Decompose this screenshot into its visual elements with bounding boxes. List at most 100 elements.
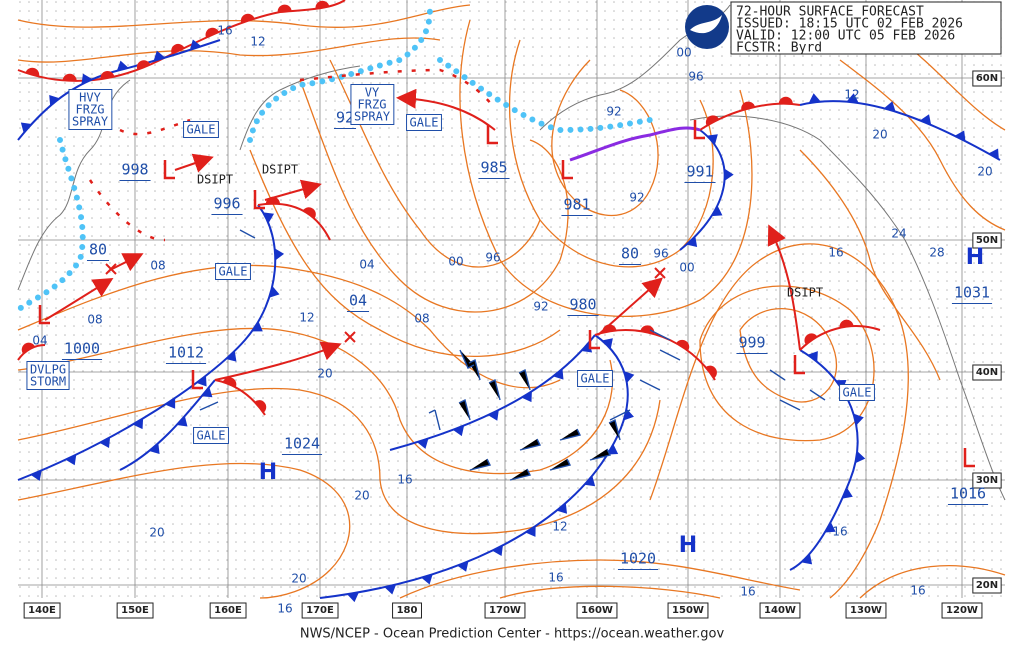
footer-band <box>0 620 1024 652</box>
dissipating-label: DSIPT <box>787 286 823 300</box>
isobar-label: 08 <box>87 313 102 327</box>
warning-box <box>183 121 219 138</box>
pressure-label: 1000 <box>64 340 100 358</box>
isobar-label: 92 <box>533 300 548 314</box>
pressure-label: 980 <box>569 296 596 314</box>
warm-front-symbol <box>136 60 151 70</box>
cold-front-symbol <box>808 93 821 103</box>
pressure-label: 04 <box>349 292 367 310</box>
isobar-label: 04 <box>359 258 374 272</box>
cold-front-symbol <box>884 101 896 112</box>
cold-front-symbol <box>724 168 734 181</box>
longitude-label: 140E <box>28 605 56 616</box>
warning-text: GALE <box>843 386 872 400</box>
warning-text: GALE <box>197 429 226 443</box>
cold-front-symbol <box>855 451 866 464</box>
isobar-label: 12 <box>844 88 859 102</box>
latitude-label: 20N <box>976 580 998 591</box>
latitude-box <box>972 70 1002 87</box>
cold-front-symbol <box>492 545 503 557</box>
latitude-box <box>972 232 1002 249</box>
isobar-label: 20 <box>291 572 306 586</box>
isobar-label: 16 <box>548 571 563 585</box>
cold-front-symbol <box>988 148 999 160</box>
latitude-label: 30N <box>976 475 998 486</box>
longitude-label: 140W <box>764 605 796 616</box>
cold-front-symbol <box>607 444 619 455</box>
cold-front-symbol <box>416 438 429 449</box>
isobar-label: 16 <box>832 525 847 539</box>
warm-front-symbol <box>100 71 115 80</box>
cold-front-symbol <box>251 321 263 332</box>
warning-text: HVY <box>79 91 101 105</box>
cold-front-symbol <box>20 122 32 133</box>
fronts <box>17 0 1001 603</box>
cold-front-symbol <box>274 248 285 261</box>
warm-front-symbol <box>778 96 793 104</box>
warning-box <box>839 384 875 401</box>
longitude-label: 160E <box>214 605 242 616</box>
cold-front-symbol <box>954 130 966 142</box>
cold-front-symbol <box>347 592 359 603</box>
isobar-label: 12 <box>250 35 265 49</box>
isobar-label: 16 <box>828 246 843 260</box>
warm-front-symbol <box>25 67 40 77</box>
longitude-box <box>845 602 887 619</box>
warning-box <box>26 361 70 390</box>
longitude-label: 150E <box>121 605 149 616</box>
pressure-label: 80 <box>89 241 107 259</box>
isobar-label: 16 <box>217 24 232 38</box>
latitude-box <box>972 472 1002 489</box>
latitude-label: 40N <box>976 367 998 378</box>
isobar-label: 92 <box>629 191 644 205</box>
cold-front-symbol <box>846 93 859 103</box>
isobar-label: 12 <box>552 520 567 534</box>
warm-front-symbol <box>205 27 219 38</box>
noaa-logo-bird <box>690 15 722 34</box>
cold-front-symbol <box>707 134 718 145</box>
warning-box <box>350 84 395 125</box>
warm-front-symbol <box>240 13 255 24</box>
cold-front-symbol <box>853 413 864 426</box>
isobar-label: 28 <box>929 246 944 260</box>
pressure-label: 981 <box>563 196 590 214</box>
cold-front-symbol <box>189 39 202 50</box>
storm-tracks <box>44 88 801 381</box>
isobar-label: 16 <box>740 585 755 599</box>
cold-front-symbol <box>584 475 596 487</box>
cold-front-symbol <box>165 397 176 409</box>
warm-front-symbol <box>640 325 655 334</box>
cold-front-symbol <box>801 553 813 565</box>
cold-front-symbol <box>824 522 836 533</box>
warning-text: GALE <box>187 123 216 137</box>
warning-box <box>68 89 113 130</box>
isobar-label: 92 <box>606 105 621 119</box>
pressure-label: 1031 <box>954 284 990 302</box>
cold-front-symbol <box>116 60 129 71</box>
cold-front-symbol <box>81 73 93 85</box>
cold-front-symbol <box>263 212 275 224</box>
isobar-label: 08 <box>414 312 429 326</box>
cold-front-symbol <box>384 584 397 595</box>
warning-text: STORM <box>30 375 66 389</box>
longitude-box <box>301 602 339 619</box>
longitude-box <box>759 602 801 619</box>
warning-box <box>193 427 229 444</box>
latitude-box <box>972 577 1002 594</box>
warm-front-symbol <box>315 0 330 10</box>
longitude-label: 130W <box>850 605 882 616</box>
isobar-label: 96 <box>485 251 500 265</box>
graticule <box>18 0 1005 598</box>
cold-front-symbol <box>99 437 111 448</box>
warm-front-symbol <box>602 324 617 333</box>
cold-front-symbol <box>132 418 144 430</box>
cold-front-symbol <box>176 416 188 427</box>
warm-front-symbol <box>705 115 720 126</box>
longitude-label: 170E <box>306 605 334 616</box>
warning-text: SPRAY <box>72 115 109 129</box>
cold-front-symbol <box>525 526 536 537</box>
isobar-label: 16 <box>277 602 292 616</box>
pressure-label: 1020 <box>620 550 656 568</box>
warm-front-symbol <box>222 377 237 388</box>
